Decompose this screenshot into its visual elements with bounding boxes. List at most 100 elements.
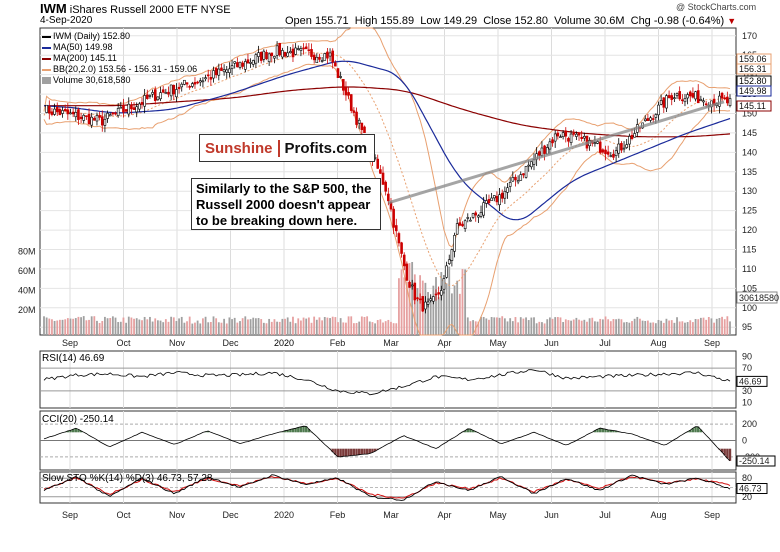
price-candle xyxy=(477,215,480,218)
volume-bar xyxy=(339,318,342,335)
volume-bar xyxy=(130,317,133,335)
price-candle xyxy=(286,52,289,57)
volume-bar xyxy=(82,316,85,335)
volume-bar xyxy=(509,318,512,335)
volume-bar xyxy=(204,316,207,335)
volume-bar xyxy=(575,317,578,335)
volume-bar xyxy=(313,316,316,335)
volume-bar xyxy=(191,323,194,335)
volume-bar xyxy=(175,321,178,335)
volume-bar xyxy=(625,322,628,335)
price-candle xyxy=(688,91,692,97)
volume-bar xyxy=(355,323,358,335)
volume-bar xyxy=(657,319,660,335)
cci-title: CCI(20) -250.14 xyxy=(42,414,114,425)
copyright: @ StockCharts.com xyxy=(676,2,757,12)
volume-bar xyxy=(443,291,445,335)
volume-bar xyxy=(395,323,398,335)
price-candle xyxy=(702,100,705,103)
volume-bar xyxy=(670,320,673,335)
price-candle xyxy=(474,212,478,216)
price-candle xyxy=(296,48,300,50)
rsi-tick-label: 10 xyxy=(742,397,752,407)
volume-bar xyxy=(541,322,543,335)
price-candle xyxy=(421,296,425,312)
price-candle xyxy=(704,103,708,106)
volume-bar xyxy=(117,322,120,335)
volume-bar xyxy=(411,262,414,335)
price-candle xyxy=(598,141,602,153)
volume-bar xyxy=(620,319,623,335)
price-candle xyxy=(461,223,464,227)
volume-bar xyxy=(66,318,69,335)
price-candle xyxy=(291,48,295,58)
month-label: Nov xyxy=(169,338,186,348)
price-candle xyxy=(649,117,652,121)
month-label: Apr xyxy=(437,510,451,520)
price-candle xyxy=(405,263,409,281)
volume-bar xyxy=(172,317,175,335)
month-label: Apr xyxy=(437,338,451,348)
price-candle xyxy=(93,117,96,121)
price-tick-label: 145 xyxy=(742,128,757,138)
volume-bar xyxy=(673,322,676,335)
month-label: Sep xyxy=(62,510,78,520)
price-candle xyxy=(209,77,213,80)
price-candle xyxy=(188,86,191,88)
volume-bar xyxy=(379,319,382,335)
price-candle xyxy=(506,187,509,193)
volume-bar xyxy=(93,316,96,335)
volume-bar xyxy=(554,317,557,335)
price-candle xyxy=(278,42,282,56)
volume-bar xyxy=(196,320,199,335)
volume-bar xyxy=(403,277,406,335)
price-candle xyxy=(516,180,520,183)
volume-bar xyxy=(543,323,546,335)
sto-tick-label: 80 xyxy=(742,473,752,483)
price-candle xyxy=(196,81,199,84)
price-candle xyxy=(657,104,660,116)
volume-bar xyxy=(556,317,559,335)
price-candle xyxy=(694,91,697,100)
rsi-line xyxy=(43,369,731,396)
volume-bar xyxy=(61,319,64,335)
volume-bar xyxy=(202,318,204,335)
sto-title: Slow STO %K(14) %D(3) 46.73, 57.28 xyxy=(42,473,213,484)
price-candle xyxy=(567,138,570,142)
volume-bar xyxy=(477,321,480,335)
price-candle xyxy=(90,116,93,126)
price-candle xyxy=(437,292,440,295)
price-candle xyxy=(654,114,658,118)
volume-bar xyxy=(199,323,202,335)
price-candle xyxy=(482,202,485,216)
price-candle xyxy=(387,193,390,202)
chart-date: 4-Sep-2020 xyxy=(40,15,93,26)
volume-bar xyxy=(535,323,538,335)
price-candle xyxy=(228,68,231,74)
price-tick-label: 100 xyxy=(742,303,757,313)
price-candle xyxy=(463,220,467,229)
legend-volume: Volume 30,618,580 xyxy=(42,75,131,85)
price-candle xyxy=(665,95,668,109)
price-candle xyxy=(604,149,607,155)
volume-bar xyxy=(665,318,668,335)
volume-bar xyxy=(363,316,366,335)
sto-k-line xyxy=(43,474,731,501)
price-candle xyxy=(683,98,687,103)
price-tick-label: 120 xyxy=(742,225,757,235)
cci-tick-label: 0 xyxy=(742,436,747,446)
price-candle xyxy=(394,225,398,232)
price-value-label: 152.80 xyxy=(739,76,767,86)
price-candle xyxy=(543,145,546,154)
volume-bar xyxy=(98,322,101,335)
volume-bar xyxy=(453,285,456,335)
price-label-box xyxy=(736,63,772,75)
month-label: Jun xyxy=(544,510,559,520)
month-label: Aug xyxy=(650,510,666,520)
volume-bar xyxy=(644,320,647,335)
price-candle xyxy=(686,94,689,99)
volume-bar xyxy=(48,318,51,335)
volume-bar xyxy=(374,323,376,335)
volume-bar xyxy=(302,317,305,335)
price-candle xyxy=(122,104,125,113)
